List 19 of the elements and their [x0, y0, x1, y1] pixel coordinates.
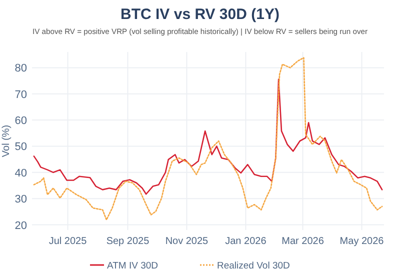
- chart-title: BTC IV vs RV 30D (1Y): [120, 6, 280, 23]
- y-tick-label: 30: [14, 194, 27, 206]
- y-tick-label: 40: [14, 167, 27, 180]
- x-tick-label: Nov 2025: [165, 236, 209, 247]
- x-tick-label: Jul 2025: [48, 236, 88, 247]
- x-tick-label: Mar 2026: [282, 236, 324, 247]
- y-tick-label: 20: [14, 220, 27, 232]
- x-tick-label: Sep 2025: [106, 236, 150, 247]
- x-tick-label: Jan 2026: [225, 236, 267, 247]
- legend-label: Realized Vol 30D: [217, 260, 290, 272]
- y-tick-label: 50: [14, 141, 27, 154]
- x-tick-label: May 2026: [340, 236, 384, 247]
- legend-label: ATM IV 30D: [107, 260, 158, 272]
- y-tick-label: 60: [14, 115, 27, 128]
- y-tick-label: 70: [14, 88, 27, 101]
- line-series: [33, 78, 383, 195]
- y-tick-label: 80: [14, 62, 27, 75]
- line-series: [33, 57, 383, 220]
- y-axis-title: Vol (%): [1, 124, 12, 158]
